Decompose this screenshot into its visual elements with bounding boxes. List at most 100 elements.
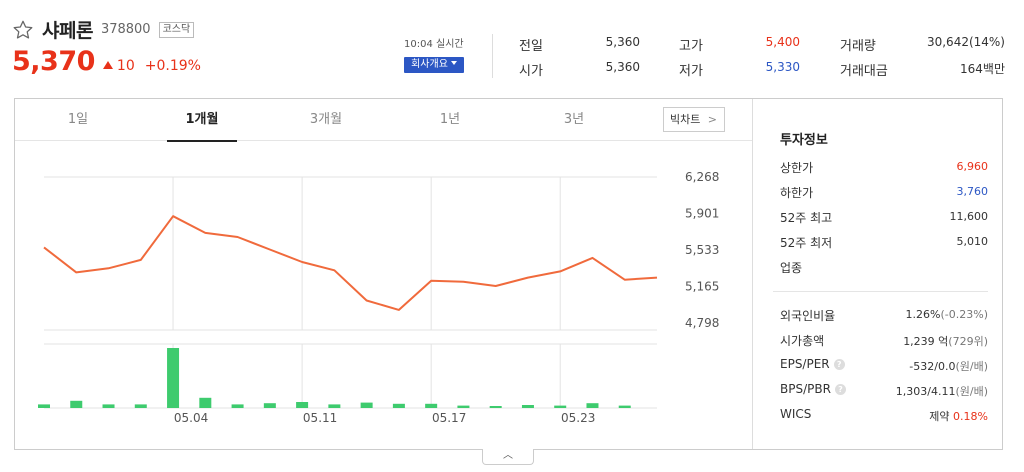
market-cap-rank: (729위) (948, 335, 988, 348)
invest-info-title: 투자정보 (780, 133, 828, 148)
open-label: 시가 (519, 64, 543, 79)
y-tick-label: 5,901 (685, 207, 719, 221)
tab-3month[interactable]: 3개월 (309, 112, 343, 127)
tab-1year[interactable]: 1년 (439, 112, 461, 127)
low-value: 5,330 (765, 60, 800, 74)
volume-bar (199, 397, 212, 408)
volume-bar (134, 404, 147, 408)
eps-per-value: -532/0.0(원/배) (909, 358, 988, 374)
company-overview-label: 회사개요 (411, 59, 448, 70)
market-cap-label: 시가총액 (780, 334, 825, 348)
market-cap-main: 1,239 억 (903, 335, 949, 348)
wics-change: 0.18% (953, 410, 988, 423)
help-icon[interactable]: ? (834, 384, 846, 395)
eps-per-label: EPS/PER? (780, 357, 845, 371)
stock-header: 샤페론 378800 코스닥 5,370 10 +0.19% 10:04 실시간… (0, 0, 1024, 96)
market-badge: 코스닥 (158, 21, 195, 38)
volume-bar (360, 402, 373, 408)
stock-name: 샤페론 (42, 20, 93, 42)
title-row: 샤페론 378800 코스닥 (12, 16, 195, 43)
foreign-ratio-label: 외국인비율 (780, 309, 836, 323)
volume-bar (263, 403, 276, 408)
volume-bar (457, 405, 470, 408)
high-label: 고가 (679, 39, 703, 54)
section-divider (773, 291, 988, 292)
volume-bar (489, 406, 502, 408)
eps-per-main: -532/0.0 (909, 360, 956, 373)
volume-bar (328, 404, 341, 408)
chart-area: 1일 1개월 3개월 1년 3년 빅차트 > 6,268 5,901 5,533 5,… (15, 99, 752, 449)
prev-close-label: 전일 (519, 39, 543, 54)
eps-per-unit: (원/배) (955, 360, 988, 373)
volume-bar (425, 403, 438, 408)
bps-pbr-label: BPS/PBR? (780, 382, 846, 396)
volume-bar (618, 405, 631, 408)
low52-value: 5,010 (956, 235, 989, 248)
tab-3year[interactable]: 3년 (563, 112, 585, 127)
x-tick-label: 05.04 (174, 411, 208, 425)
upper-limit-value: 6,960 (956, 160, 989, 173)
investment-info-panel: 투자정보 상한가 6,960 하한가 3,760 52주 최고 11,600 5… (752, 99, 1002, 449)
bigchart-label: 빅차트 (670, 113, 701, 126)
tab-1month[interactable]: 1개월 (167, 99, 237, 142)
price-change: 10 (102, 58, 135, 74)
price-volume-chart[interactable]: 6,268 5,901 5,533 5,165 4,798 05.04 05.11 05.17… (15, 142, 751, 448)
x-tick-label: 05.11 (303, 411, 337, 425)
volume-bar (296, 402, 309, 408)
open-value: 5,360 (605, 60, 640, 74)
amount-value: 164백만 (960, 62, 1005, 76)
high52-value: 11,600 (949, 210, 989, 223)
divider (492, 34, 493, 78)
upper-limit-label: 상한가 (780, 161, 814, 175)
price-row: 5,370 10 +0.19% (12, 46, 201, 77)
stock-code: 378800 (100, 22, 151, 37)
up-triangle-icon (102, 61, 113, 69)
volume-bar (38, 404, 50, 408)
tab-1day[interactable]: 1일 (67, 112, 89, 127)
current-price: 5,370 (12, 46, 95, 77)
sector-label: 업종 (780, 261, 803, 275)
foreign-ratio-change: (-0.23%) (940, 308, 989, 321)
low-label: 저가 (679, 64, 703, 79)
x-tick-label: 05.23 (561, 411, 595, 425)
volume-label: 거래량 (840, 39, 876, 54)
chevron-up-icon: ︿ (503, 450, 513, 461)
caret-down-icon (450, 61, 457, 65)
chart-panel: 1일 1개월 3개월 1년 3년 빅차트 > 6,268 5,901 5,533 5,… (14, 98, 1003, 450)
y-tick-label: 5,165 (685, 280, 719, 294)
volume-bar (521, 405, 534, 408)
period-tabs: 1일 1개월 3개월 1년 3년 빅차트 > (15, 99, 752, 142)
lower-limit-label: 하한가 (780, 186, 814, 200)
favorite-star-icon[interactable] (12, 19, 34, 41)
company-overview-button[interactable]: 회사개요 (404, 57, 464, 73)
low52-label: 52주 최저 (780, 236, 833, 250)
bps-pbr-label-text: BPS/PBR (780, 382, 831, 396)
lower-limit-value: 3,760 (956, 185, 989, 198)
prev-close-value: 5,360 (605, 35, 640, 49)
bps-pbr-unit: (원/배) (955, 385, 988, 398)
bps-pbr-main: 1,303/4.11 (895, 385, 956, 398)
volume-bar (554, 405, 567, 408)
y-tick-label: 6,268 (685, 170, 719, 184)
eps-per-label-text: EPS/PER (780, 357, 830, 371)
volume-bar (392, 403, 405, 408)
foreign-ratio-value: 1.26%(-0.23%) (906, 308, 988, 321)
bigchart-button[interactable]: 빅차트 > (663, 107, 725, 132)
bps-pbr-value: 1,303/4.11(원/배) (896, 383, 988, 399)
volume-value: 30,642(14%) (926, 35, 1005, 49)
volume-bar (586, 403, 599, 408)
realtime-label: 10:04 실시간 (404, 39, 464, 50)
price-change-pct: +0.19% (144, 58, 201, 74)
wics-value: 제약 0.18% (929, 408, 988, 424)
price-change-value: 10 (116, 58, 135, 74)
volume-bar (70, 400, 83, 408)
volume-bar (102, 404, 115, 408)
x-tick-label: 05.17 (432, 411, 466, 425)
price-line (43, 215, 658, 311)
foreign-ratio-main: 1.26% (905, 308, 941, 321)
collapse-button[interactable]: ︿ (482, 449, 534, 465)
help-icon[interactable]: ? (833, 359, 845, 370)
market-cap-value: 1,239 억(729위) (903, 333, 988, 349)
amount-label: 거래대금 (840, 64, 888, 79)
high-value: 5,400 (765, 35, 800, 49)
